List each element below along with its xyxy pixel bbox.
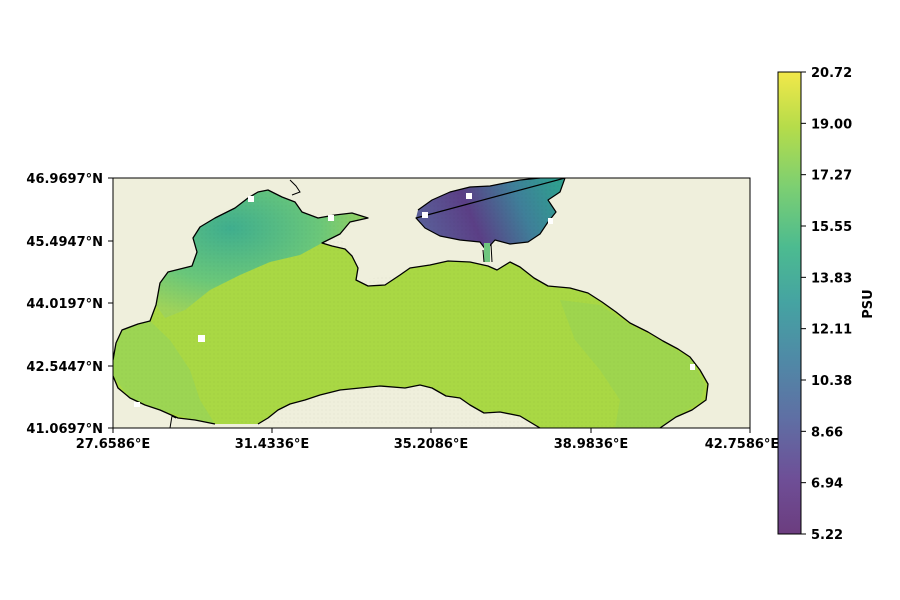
colorbar-tick-label: 12.11 bbox=[811, 323, 852, 338]
colorbar-ticks: 20.72 19.00 17.27 15.55 13.83 12.11 10.38 8.66 6… bbox=[801, 66, 852, 543]
colorbar-gradient bbox=[778, 72, 801, 534]
colorbar-tick-label: 15.55 bbox=[811, 220, 852, 235]
colorbar-tick-label: 17.27 bbox=[811, 169, 852, 184]
colorbar-tick-label: 6.94 bbox=[811, 477, 843, 492]
lon-tick-label: 42.7586°E bbox=[705, 437, 780, 452]
lon-tick-label: 31.4336°E bbox=[235, 437, 310, 452]
colorbar-tick-label: 8.66 bbox=[811, 425, 843, 440]
missing-data-cell bbox=[690, 364, 695, 370]
missing-data-cell bbox=[134, 402, 140, 407]
colorbar-label: PSU bbox=[861, 289, 876, 318]
lon-tick-label: 38.9836°E bbox=[554, 437, 629, 452]
missing-data-cell bbox=[198, 335, 205, 342]
colorbar: 20.72 19.00 17.27 15.55 13.83 12.11 10.38 8.66 6… bbox=[778, 66, 876, 543]
missing-data-cell bbox=[548, 218, 553, 224]
lat-tick-label: 46.9697°N bbox=[26, 172, 103, 187]
kerch-strait bbox=[484, 243, 490, 262]
lat-tick-label: 41.0697°N bbox=[26, 422, 103, 437]
lat-tick-label: 42.5447°N bbox=[26, 360, 103, 375]
colorbar-tick-label: 20.72 bbox=[811, 66, 852, 81]
lat-tick-label: 45.4947°N bbox=[26, 235, 103, 250]
colorbar-tick-label: 10.38 bbox=[811, 374, 852, 389]
lat-axis: 46.9697°N 45.4947°N 44.0197°N 42.5447°N … bbox=[26, 172, 113, 437]
missing-data-cell bbox=[466, 193, 472, 199]
missing-data-cell bbox=[248, 196, 254, 202]
colorbar-tick-label: 19.00 bbox=[811, 117, 852, 132]
lon-tick-label: 27.6586°E bbox=[76, 437, 151, 452]
missing-data-cell bbox=[422, 212, 428, 218]
colorbar-tick-label: 5.22 bbox=[811, 528, 843, 543]
colorbar-tick-label: 13.83 bbox=[811, 271, 852, 286]
lon-tick-label: 35.2086°E bbox=[394, 437, 469, 452]
lat-tick-label: 44.0197°N bbox=[26, 297, 103, 312]
missing-data-cell bbox=[328, 215, 334, 221]
lon-axis: 27.6586°E 31.4336°E 35.2086°E 38.9836°E … bbox=[76, 428, 780, 452]
